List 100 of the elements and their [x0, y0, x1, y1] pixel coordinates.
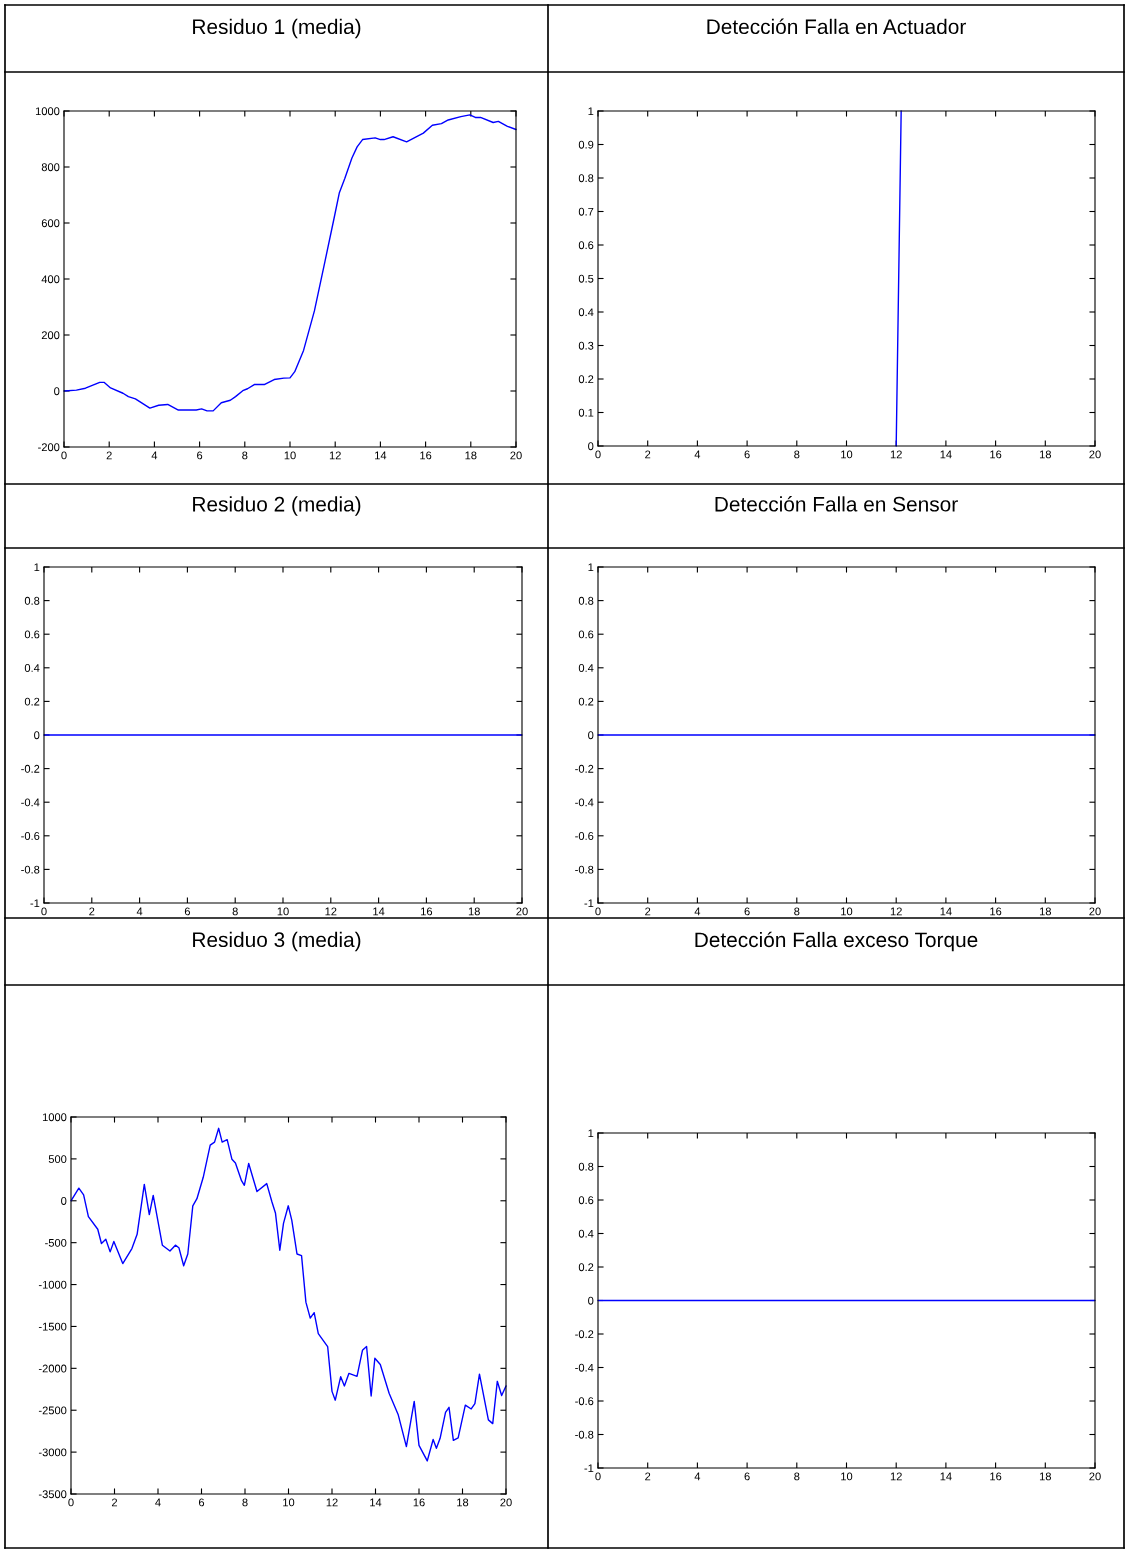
x-tick-label: 10 — [283, 1498, 295, 1507]
chart-title: Residuo 2 (media) — [193, 496, 361, 516]
x-tick-label: 12 — [890, 450, 902, 459]
x-tick-label: 18 — [457, 1498, 469, 1507]
x-tick-label: 0 — [595, 450, 601, 459]
y-tick-label: -2000 — [38, 1364, 67, 1373]
x-tick-label: 4 — [694, 450, 701, 459]
x-tick-label: 16 — [990, 450, 1002, 459]
x-tick-label: 20 — [1089, 450, 1101, 459]
x-tick-label: 0 — [68, 1498, 74, 1507]
x-tick-label: 2 — [106, 451, 112, 460]
x-tick-label: 4 — [151, 451, 158, 460]
y-tick-label: 400 — [41, 275, 60, 284]
y-tick-label: 0.8 — [578, 1162, 594, 1171]
y-tick-label: 0 — [61, 1197, 67, 1205]
y-tick-label: -1500 — [38, 1322, 67, 1331]
y-tick-label: 0.2 — [578, 1263, 594, 1272]
y-tick-label: -3500 — [38, 1490, 67, 1499]
x-tick-label: 20 — [1089, 907, 1101, 916]
y-tick-label: -1000 — [38, 1280, 67, 1289]
y-tick-label: 0.8 — [578, 596, 594, 605]
x-tick-label: 14 — [940, 1472, 952, 1481]
y-tick-label: -0.6 — [575, 1397, 594, 1406]
x-tick-label: 14 — [940, 450, 952, 459]
chart-title: Detección Falla en Actuador — [707, 18, 966, 35]
y-tick-label: -0.4 — [575, 1363, 594, 1372]
x-tick-label: 10 — [841, 907, 853, 916]
x-tick-label: 16 — [413, 1498, 425, 1507]
y-tick-label: -1 — [30, 899, 40, 908]
x-tick-label: 18 — [468, 907, 480, 916]
x-tick-label: 6 — [197, 451, 203, 460]
y-tick-label: -500 — [45, 1238, 67, 1247]
x-tick-label: 0 — [595, 1472, 601, 1481]
y-tick-label: 1 — [588, 563, 594, 572]
x-tick-label: 4 — [694, 907, 701, 916]
y-tick-label: 0.5 — [578, 274, 594, 283]
x-tick-label: 2 — [645, 450, 651, 459]
y-tick-label: -0.8 — [575, 865, 594, 874]
chart-title: Residuo 3 (media) — [193, 931, 361, 952]
y-tick-label: 0.4 — [578, 664, 594, 672]
x-tick-label: 14 — [373, 907, 385, 916]
chart-title: Detección Falla en Sensor — [715, 496, 958, 512]
x-tick-label: 18 — [465, 451, 477, 460]
x-tick-label: 14 — [940, 907, 952, 916]
x-tick-label: 16 — [990, 907, 1002, 916]
chart-title: Residuo 1 (media) — [193, 18, 361, 39]
x-tick-label: 10 — [841, 1472, 853, 1481]
y-tick-label: -0.6 — [575, 832, 594, 840]
y-tick-label: 500 — [48, 1155, 67, 1164]
x-tick-label: 8 — [794, 907, 800, 916]
x-tick-label: 16 — [990, 1472, 1002, 1481]
line-series — [70, 1127, 507, 1462]
y-tick-label: 1000 — [35, 107, 60, 116]
x-tick-label: 2 — [111, 1498, 118, 1507]
y-tick-label: 0.9 — [578, 140, 594, 149]
y-tick-label: 0.2 — [578, 375, 594, 384]
x-tick-label: 20 — [510, 451, 522, 460]
x-tick-label: 20 — [516, 907, 528, 916]
y-tick-label: 1 — [588, 107, 594, 116]
x-tick-label: 12 — [890, 1472, 902, 1481]
y-tick-label: 600 — [41, 219, 60, 228]
y-tick-label: 0.4 — [578, 1229, 594, 1238]
y-tick-label: 0.4 — [578, 308, 594, 317]
x-tick-label: 0 — [595, 907, 601, 916]
y-tick-label: -0.2 — [575, 764, 594, 773]
y-tick-label: 1 — [34, 563, 40, 572]
y-tick-label: 800 — [41, 163, 60, 172]
y-tick-label: -0.6 — [21, 832, 40, 840]
x-tick-label: 8 — [242, 451, 248, 460]
y-tick-label: 0.6 — [578, 1196, 594, 1205]
x-tick-label: 12 — [326, 1498, 338, 1507]
y-tick-label: 0 — [588, 1296, 594, 1305]
y-tick-label: 200 — [41, 331, 60, 340]
x-tick-label: 10 — [284, 451, 296, 460]
y-tick-label: 0.2 — [578, 697, 594, 706]
x-tick-label: 18 — [1039, 1472, 1051, 1481]
x-tick-label: 6 — [744, 450, 750, 459]
x-tick-label: 4 — [136, 907, 143, 916]
y-tick-label: -2500 — [38, 1406, 67, 1415]
line-series — [63, 114, 517, 412]
y-tick-label: 0 — [588, 442, 594, 451]
x-tick-label: 6 — [744, 1472, 750, 1481]
x-tick-label: 6 — [184, 907, 190, 916]
x-tick-label: 12 — [890, 907, 902, 916]
x-tick-label: 4 — [694, 1472, 701, 1481]
x-tick-label: 8 — [232, 907, 238, 916]
y-tick-label: 1000 — [42, 1113, 67, 1122]
y-tick-label: 0.1 — [578, 408, 594, 417]
y-tick-label: 0.8 — [578, 174, 594, 183]
y-tick-label: 0 — [588, 731, 594, 740]
y-tick-label: 0.8 — [24, 596, 40, 605]
y-tick-label: 0.7 — [578, 207, 594, 216]
y-tick-label: 0.6 — [24, 630, 40, 639]
y-tick-label: 0.2 — [24, 697, 40, 706]
y-tick-label: -0.2 — [21, 764, 40, 773]
x-tick-label: 4 — [155, 1498, 161, 1507]
x-tick-label: 16 — [420, 451, 432, 460]
x-tick-label: 6 — [744, 907, 750, 916]
y-tick-label: 0.6 — [578, 630, 594, 639]
x-tick-label: 14 — [375, 451, 387, 460]
